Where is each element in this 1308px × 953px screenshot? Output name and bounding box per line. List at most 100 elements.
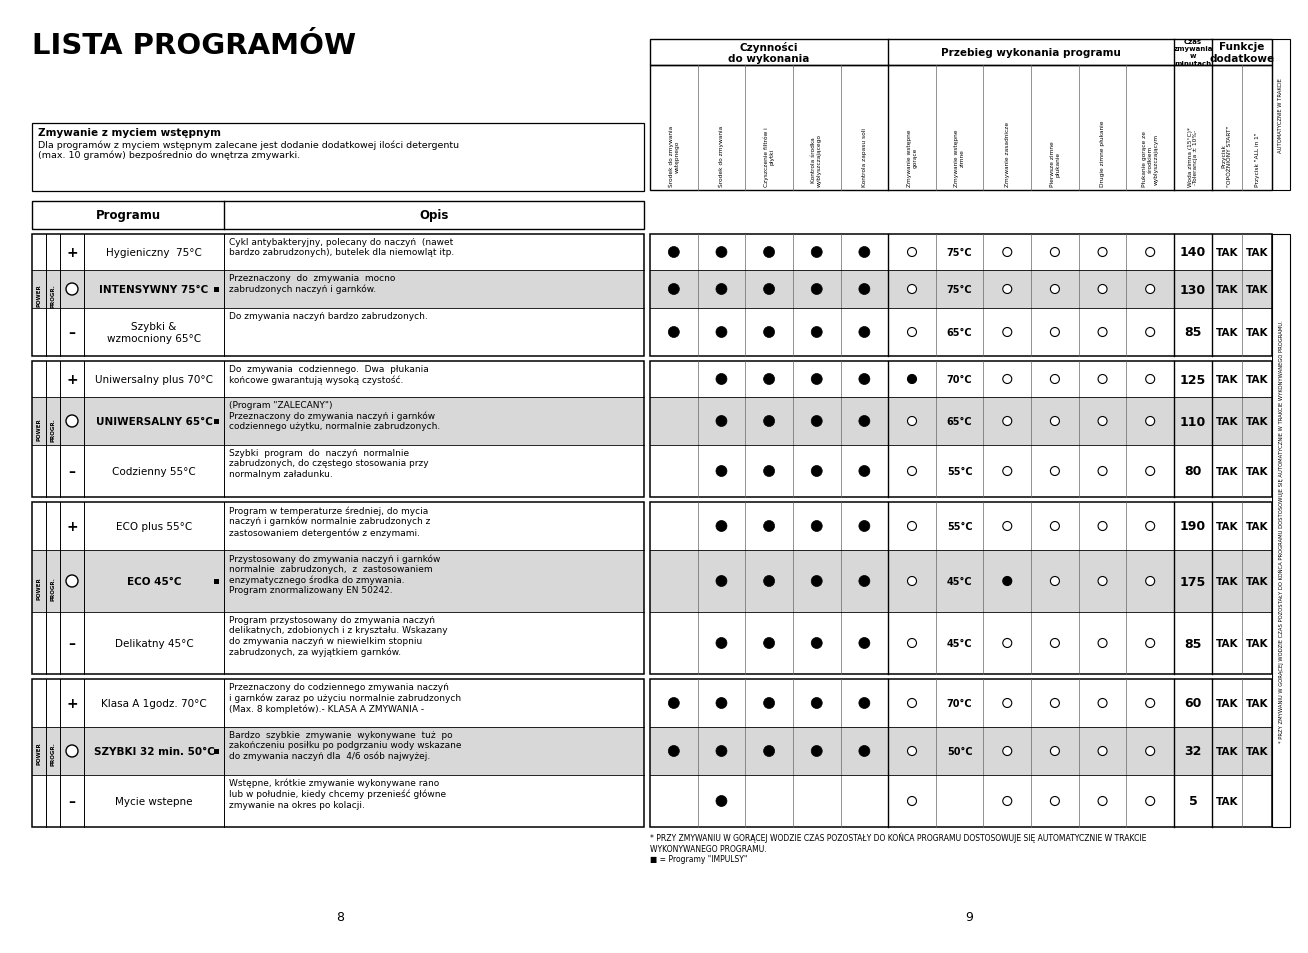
Circle shape [715,638,727,649]
Circle shape [715,466,727,477]
Circle shape [764,698,774,709]
Text: Przebieg wykonania programu: Przebieg wykonania programu [942,48,1121,58]
Circle shape [859,375,870,385]
Circle shape [859,745,870,757]
Text: Przeznaczony  do  zmywania  mocno
zabrudzonych naczyń i garnków.: Przeznaczony do zmywania mocno zabrudzon… [229,274,395,294]
Bar [1271,40,1290,191]
Circle shape [1097,747,1107,756]
Text: 8: 8 [336,910,344,923]
Circle shape [1146,467,1155,476]
Text: TAK: TAK [1215,746,1239,757]
Circle shape [764,375,774,385]
Bar [215,749,218,754]
Circle shape [668,247,679,258]
Circle shape [1097,248,1107,257]
Text: POWER: POWER [37,741,42,764]
Text: +: + [67,519,77,534]
Text: PROGR.: PROGR. [51,577,55,600]
Text: –: – [68,637,76,650]
Circle shape [764,247,774,258]
Text: SZYBKI 32 min. 50°C: SZYBKI 32 min. 50°C [94,746,215,757]
Circle shape [811,327,823,338]
Text: 60: 60 [1184,697,1202,710]
Circle shape [715,745,727,757]
Circle shape [1146,797,1155,805]
Text: Zmywanie wstępne
zimne: Zmywanie wstępne zimne [955,130,965,187]
Text: 65°C: 65°C [947,416,972,427]
Text: TAK: TAK [1215,639,1239,648]
Circle shape [1146,375,1155,384]
Text: POWER: POWER [37,577,42,599]
Circle shape [1050,639,1059,648]
Text: 45°C: 45°C [947,577,972,586]
Circle shape [811,638,823,649]
Circle shape [715,521,727,532]
Text: TAK: TAK [1215,328,1239,337]
Text: TAK: TAK [1245,467,1269,476]
Text: ECO 45°C: ECO 45°C [127,577,182,586]
Circle shape [908,285,917,294]
Circle shape [764,745,774,757]
Text: PROGR.: PROGR. [51,417,55,441]
Text: 85: 85 [1184,637,1202,650]
Circle shape [1003,285,1012,294]
Text: TAK: TAK [1215,577,1239,586]
Circle shape [908,577,917,586]
Text: 5: 5 [1189,795,1197,807]
Text: 50°C: 50°C [947,746,972,757]
Bar [1271,234,1290,827]
Text: Środek do zmywania: Środek do zmywania [718,126,725,187]
Text: TAK: TAK [1245,285,1269,294]
Circle shape [908,248,917,257]
Circle shape [908,797,917,805]
Text: Klasa A 1godz. 70°C: Klasa A 1godz. 70°C [101,699,207,708]
Circle shape [1097,285,1107,294]
Text: +: + [67,373,77,387]
Text: Program w temperaturze średniej, do mycia
naczyń i garnków normalnie zabrudzonyc: Program w temperaturze średniej, do myci… [229,505,430,537]
Text: Zmywanie wstępne
gorące: Zmywanie wstępne gorące [906,130,917,187]
Circle shape [1003,699,1012,708]
Bar [650,40,1271,66]
Circle shape [1003,522,1012,531]
Circle shape [859,638,870,649]
Circle shape [65,745,78,758]
Circle shape [1003,797,1012,805]
Bar [650,551,1271,613]
Circle shape [715,698,727,709]
Circle shape [1097,375,1107,384]
Text: TAK: TAK [1245,639,1269,648]
Circle shape [908,328,917,337]
Text: 75°C: 75°C [947,285,972,294]
Circle shape [1003,467,1012,476]
Bar [31,679,644,827]
Circle shape [764,416,774,427]
Circle shape [1050,285,1059,294]
Circle shape [1050,248,1059,257]
Circle shape [715,576,727,587]
Circle shape [1146,639,1155,648]
Circle shape [668,284,679,295]
Text: Kontrola zapasu soli: Kontrola zapasu soli [862,128,867,187]
Circle shape [908,747,917,756]
Text: LISTA PROGRAMÓW: LISTA PROGRAMÓW [31,32,356,60]
Circle shape [811,375,823,385]
Circle shape [908,522,917,531]
Text: 55°C: 55°C [947,467,972,476]
Text: UNIWERSALNY 65°C: UNIWERSALNY 65°C [95,416,212,427]
Text: TAK: TAK [1245,375,1269,385]
Text: +: + [67,246,77,260]
Text: Zmywanie zasadnicze: Zmywanie zasadnicze [1005,122,1010,187]
Text: TAK: TAK [1215,467,1239,476]
Text: Czyszczenie filtrów i
płytki: Czyszczenie filtrów i płytki [764,127,774,187]
Bar [650,271,1271,309]
Text: Przycisk
"OPÓŹNIONY START": Przycisk "OPÓŹNIONY START" [1222,126,1232,187]
Circle shape [908,699,917,708]
Text: Woda zimna (15°C)*
-Tolerancja ± 10%-: Woda zimna (15°C)* -Tolerancja ± 10%- [1188,127,1198,187]
Text: Kontrola środka
wyblyszczającego: Kontrola środka wyblyszczającego [811,133,823,187]
Circle shape [764,327,774,338]
Circle shape [1050,577,1059,586]
Circle shape [1146,577,1155,586]
Text: Cykl antybakteryjny, polecany do naczyń  (nawet
bardzo zabrudzonych), butelek dl: Cykl antybakteryjny, polecany do naczyń … [229,237,454,257]
Circle shape [811,698,823,709]
Bar [31,271,644,309]
